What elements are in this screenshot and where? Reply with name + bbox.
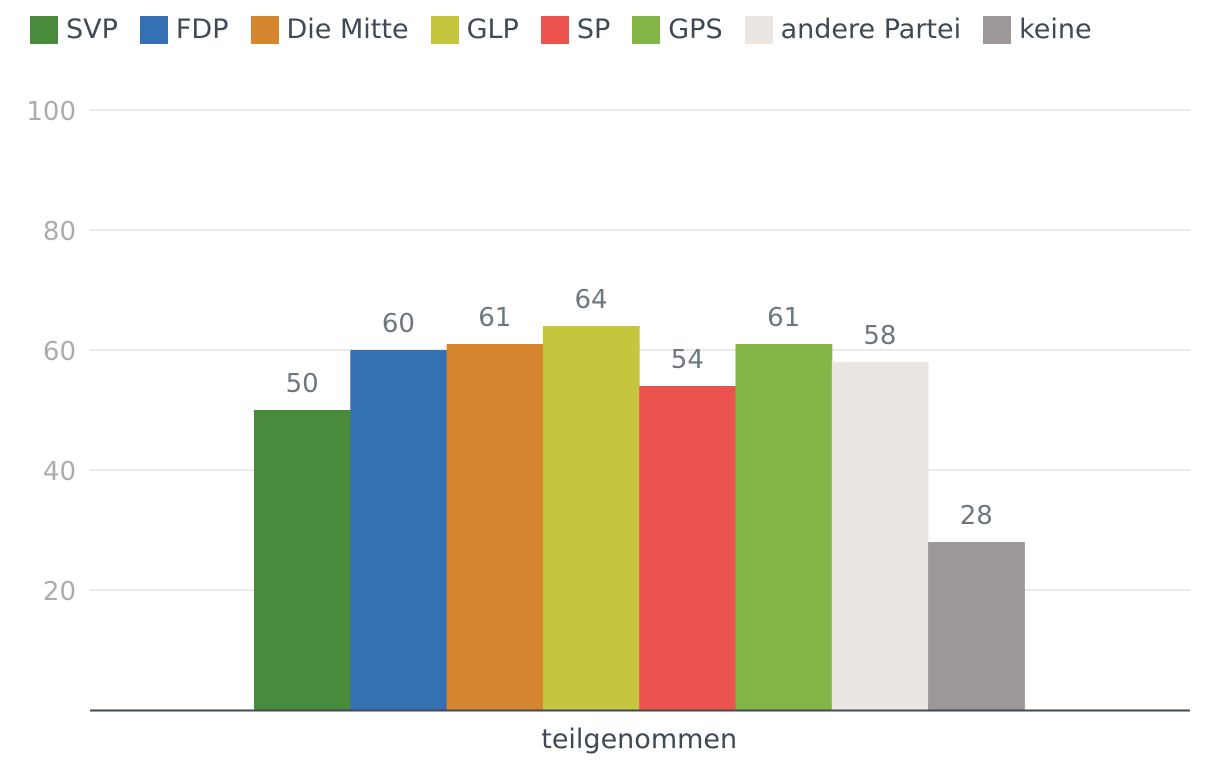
- legend-item[interactable]: SVP: [30, 14, 118, 45]
- legend-label: GLP: [466, 14, 519, 45]
- bar-fdp: [350, 350, 448, 710]
- legend-label: SVP: [66, 14, 118, 45]
- legend-label: Die Mitte: [286, 14, 409, 45]
- bar-sp: [639, 386, 736, 710]
- data-label: 28: [960, 501, 993, 531]
- legend-item[interactable]: FDP: [139, 14, 229, 45]
- y-tick-label: 80: [43, 217, 76, 247]
- x-category-label: teilgenommen: [541, 724, 737, 755]
- legend-swatch: [540, 15, 569, 44]
- data-label: 50: [286, 369, 319, 399]
- legend-swatch: [30, 15, 58, 44]
- data-label: 58: [863, 321, 896, 351]
- legend-item[interactable]: keine: [983, 14, 1092, 45]
- y-tick-label: 100: [26, 97, 76, 127]
- legend-item[interactable]: andere Partei: [744, 14, 962, 45]
- legend-swatch: [983, 15, 1012, 44]
- legend-swatch: [744, 15, 773, 44]
- legend-item[interactable]: Die Mitte: [250, 14, 409, 45]
- legend-label: SP: [576, 14, 611, 45]
- data-label: 60: [382, 309, 415, 339]
- bar-glp: [542, 326, 640, 710]
- legend-item[interactable]: GLP: [430, 14, 519, 45]
- legend-label: andere Partei: [780, 14, 962, 45]
- legend-swatch: [632, 15, 661, 44]
- bar-andere-partei: [831, 362, 929, 710]
- data-label: 54: [671, 345, 704, 375]
- legend-item[interactable]: GPS: [632, 14, 723, 45]
- y-tick-label: 40: [43, 457, 76, 487]
- bar-svp: [254, 410, 351, 710]
- bar-gps: [735, 344, 833, 710]
- legend-label: keine: [1019, 14, 1092, 45]
- data-label: 64: [575, 285, 608, 315]
- legend-item[interactable]: SP: [540, 14, 611, 45]
- legend-swatch: [430, 15, 459, 44]
- y-tick-label: 20: [43, 577, 76, 607]
- legend-swatch: [139, 15, 168, 44]
- data-label: 61: [767, 303, 800, 333]
- bar-keine: [928, 542, 1025, 710]
- legend-label: FDP: [175, 14, 229, 45]
- data-label: 61: [478, 303, 511, 333]
- y-tick-label: 60: [43, 337, 76, 367]
- legend: SVP FDP Die Mitte GLP SP GPS andere Partei kein…: [30, 14, 1092, 45]
- bar-die-mitte: [446, 344, 544, 710]
- legend-swatch: [250, 15, 279, 44]
- legend-label: GPS: [668, 14, 723, 45]
